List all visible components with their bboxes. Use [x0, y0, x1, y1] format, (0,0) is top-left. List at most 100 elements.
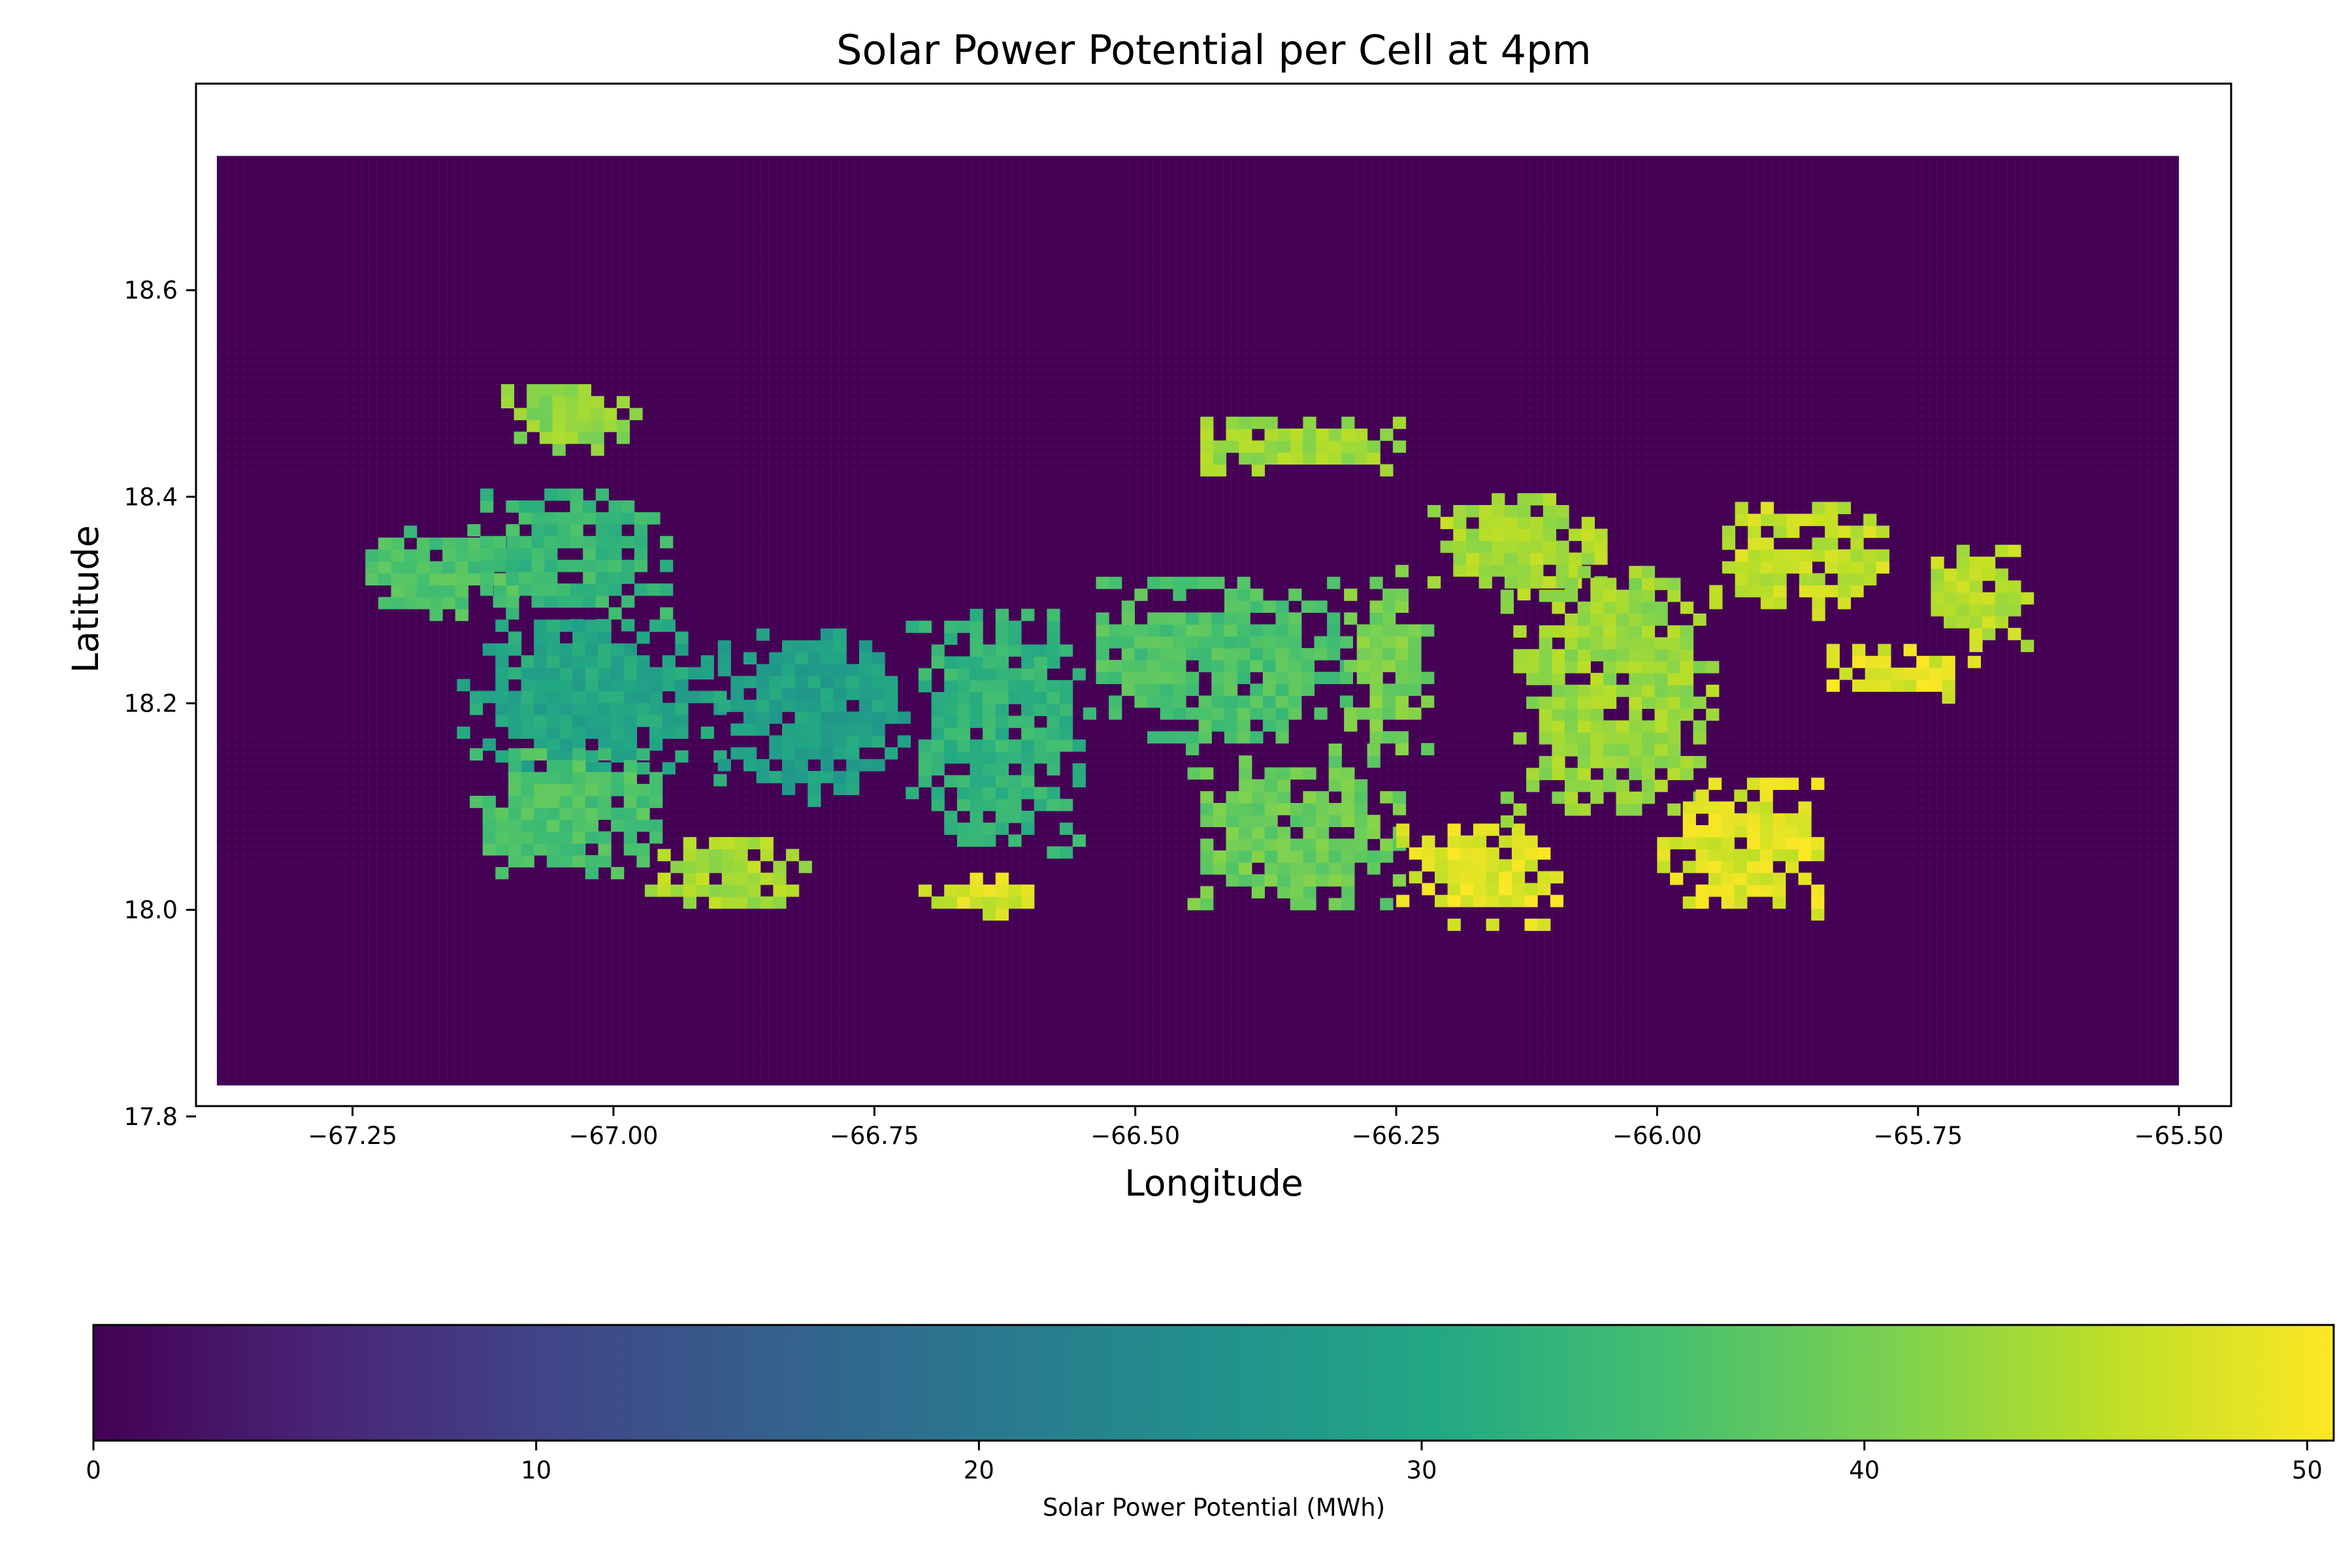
heatmap-cell [846, 687, 860, 700]
heatmap-cell [557, 524, 571, 536]
heatmap-cell [1565, 768, 1578, 781]
heatmap-cell [1863, 549, 1877, 562]
heatmap-cell [578, 408, 591, 421]
heatmap-cell [1109, 707, 1122, 720]
heatmap-cell [846, 664, 860, 677]
heatmap-cell [1239, 803, 1252, 815]
heatmap-cell [1328, 779, 1342, 792]
heatmap-cell [1008, 798, 1022, 811]
heatmap-cell [559, 796, 573, 808]
heatmap-cell [572, 796, 586, 808]
heatmap-cell [1147, 731, 1161, 743]
heatmap-cell [570, 512, 583, 525]
heatmap-cell [1237, 660, 1250, 672]
heatmap-cell [683, 896, 696, 909]
heatmap-cell [1641, 661, 1656, 674]
heatmap-cell [1303, 767, 1316, 780]
heatmap-cell [1517, 588, 1531, 600]
heatmap-cell [1798, 813, 1812, 826]
heatmap-cell [1852, 644, 1866, 657]
heatmap-cell [559, 714, 573, 727]
heatmap-cell [1603, 637, 1617, 650]
heatmap-cell [1435, 894, 1448, 907]
heatmap-cell [769, 747, 783, 760]
heatmap-cell [521, 855, 534, 868]
heatmap-cell [531, 512, 545, 525]
heatmap-cell [794, 687, 808, 700]
heatmap-cell [1290, 803, 1303, 815]
heatmap-cell [482, 738, 496, 751]
heatmap-cell [1262, 647, 1277, 661]
heatmap-cell [1303, 452, 1316, 465]
heatmap-cell [794, 711, 808, 724]
heatmap-cell [1341, 838, 1355, 851]
heatmap-cell [1513, 625, 1527, 638]
heatmap-cell [598, 808, 612, 820]
heatmap-cell [1316, 874, 1330, 887]
heatmap-cell [559, 679, 573, 692]
heatmap-cell [1096, 624, 1109, 637]
heatmap-cell [598, 679, 612, 692]
heatmap-cell [782, 687, 796, 700]
heatmap-cell [1995, 568, 2008, 581]
heatmap-cell [583, 571, 596, 584]
heatmap-cell [1825, 514, 1838, 527]
heatmap-cell [1760, 502, 1774, 514]
heatmap-cell [1277, 452, 1291, 465]
heatmap-cell [508, 643, 522, 656]
heatmap-cell [1735, 549, 1748, 562]
heatmap-cell [623, 772, 637, 785]
heatmap-cell [1565, 613, 1578, 626]
heatmap-cell [1629, 637, 1642, 650]
heatmap-cell [743, 676, 757, 689]
heatmap-cell [1982, 592, 1996, 605]
heatmap-cell [1603, 732, 1617, 745]
heatmap-cell [1825, 585, 1838, 598]
heatmap-cell [1825, 561, 1838, 574]
heatmap-cell [1995, 544, 2008, 557]
heatmap-cell [1811, 837, 1825, 849]
heatmap-cell [1708, 801, 1722, 814]
heatmap-cell [608, 547, 622, 561]
heatmap-cell [1590, 779, 1604, 792]
heatmap-cell [756, 723, 770, 736]
heatmap-cell [1995, 580, 2008, 593]
heatmap-cell [1680, 625, 1694, 638]
x-tick-label: −65.75 [1873, 1122, 1963, 1150]
heatmap-cell [1160, 647, 1173, 661]
heatmap-cell [1303, 815, 1316, 827]
heatmap-cell [782, 723, 796, 736]
heatmap-cell [1239, 791, 1252, 804]
heatmap-cell [1301, 647, 1315, 661]
heatmap-cell [1511, 823, 1526, 836]
heatmap-cell [531, 595, 545, 608]
heatmap-cell [1275, 672, 1289, 685]
heatmap-cell [1721, 860, 1735, 874]
heatmap-cell [1799, 549, 1812, 562]
heatmap-cell [644, 884, 659, 897]
heatmap-cell [468, 561, 482, 574]
heatmap-cell [1395, 743, 1409, 756]
heatmap-cell [820, 664, 834, 677]
heatmap-cell [1380, 850, 1394, 863]
heatmap-cell [808, 794, 821, 808]
heatmap-cell [734, 884, 748, 897]
heatmap-cell [956, 727, 971, 740]
heatmap-cell [1552, 732, 1565, 745]
heatmap-cell [717, 700, 731, 712]
heatmap-cell [1760, 573, 1774, 586]
heatmap-cell [983, 896, 996, 909]
heatmap-cell [956, 668, 971, 681]
heatmap-cell [585, 796, 598, 808]
heatmap-cell [527, 396, 540, 408]
heatmap-cell [623, 796, 637, 808]
heatmap-cell [493, 573, 507, 586]
heatmap-cell [1186, 743, 1200, 756]
heatmap-cell [1213, 862, 1227, 875]
heatmap-cell [1654, 637, 1668, 650]
heatmap-cell [931, 763, 945, 776]
heatmap-cell [1008, 884, 1022, 897]
heatmap-cell [983, 775, 996, 788]
heatmap-cell [636, 691, 650, 704]
heatmap-cell [1060, 644, 1073, 657]
